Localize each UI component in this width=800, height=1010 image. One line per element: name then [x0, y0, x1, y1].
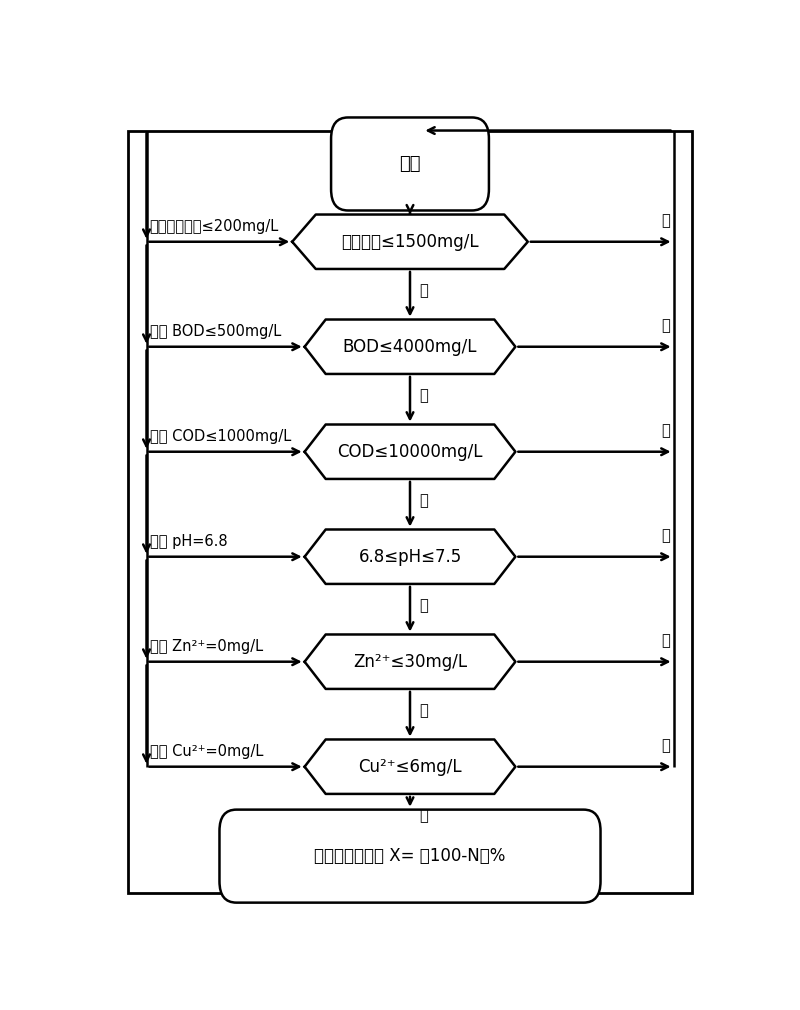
Text: 是: 是 [419, 703, 428, 718]
Text: 调节氨氮浓度≤200mg/L: 调节氨氮浓度≤200mg/L [150, 218, 279, 233]
Text: 调节 Zn²⁺=0mg/L: 调节 Zn²⁺=0mg/L [150, 638, 262, 653]
Text: BOD≤4000mg/L: BOD≤4000mg/L [342, 337, 478, 356]
Text: 氨氮浓度≤1500mg/L: 氨氮浓度≤1500mg/L [341, 232, 479, 250]
FancyBboxPatch shape [331, 117, 489, 210]
Text: 否: 否 [662, 738, 670, 753]
Text: 是: 是 [419, 388, 428, 403]
Text: 否: 否 [662, 318, 670, 333]
Text: 是: 是 [419, 808, 428, 823]
Text: 否: 否 [662, 423, 670, 438]
Text: 沼液循环比例为 X= （100-N）%: 沼液循环比例为 X= （100-N）% [314, 847, 506, 866]
Text: COD≤10000mg/L: COD≤10000mg/L [338, 442, 482, 461]
Text: 调节 COD≤1000mg/L: 调节 COD≤1000mg/L [150, 428, 291, 443]
Text: 是: 是 [419, 598, 428, 613]
FancyBboxPatch shape [219, 810, 601, 903]
Text: 否: 否 [662, 528, 670, 543]
Text: Zn²⁺≤30mg/L: Zn²⁺≤30mg/L [353, 652, 467, 671]
Text: 是: 是 [419, 283, 428, 298]
Text: 调节 BOD≤500mg/L: 调节 BOD≤500mg/L [150, 323, 281, 338]
Text: 是: 是 [419, 493, 428, 508]
Text: 6.8≤pH≤7.5: 6.8≤pH≤7.5 [358, 547, 462, 566]
Text: 否: 否 [662, 213, 670, 228]
Text: Cu²⁺≤6mg/L: Cu²⁺≤6mg/L [358, 758, 462, 776]
Text: 否: 否 [662, 633, 670, 648]
Text: 调节 Cu²⁺=0mg/L: 调节 Cu²⁺=0mg/L [150, 743, 263, 759]
Text: 调节 pH=6.8: 调节 pH=6.8 [150, 533, 227, 548]
Text: 开始: 开始 [399, 155, 421, 173]
